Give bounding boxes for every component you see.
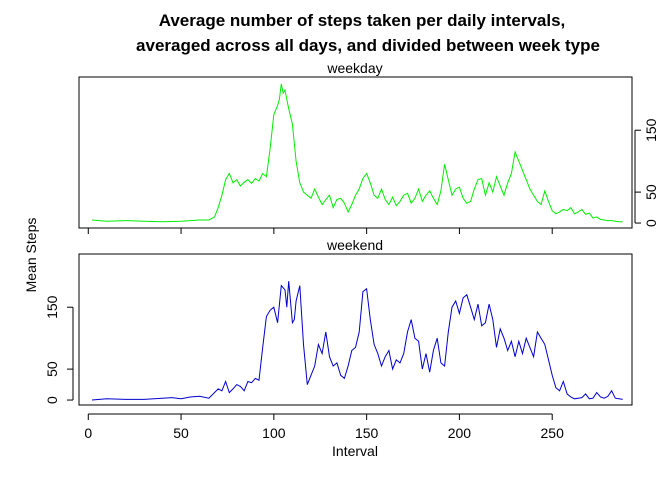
weekend-y-tick-label: 0 [44,396,60,404]
panel-weekday: weekday 0 50 150 [78,60,659,234]
y-axis-label: Mean Steps [23,218,39,293]
weekend-x-axis: 0 50 100 150 200 250 [84,413,565,441]
x-tick-label: 0 [84,425,92,441]
panel-weekend-label: weekend [326,237,383,253]
weekday-y-tick-label: 50 [643,184,659,200]
weekday-y-axis: 0 50 150 [634,118,659,227]
x-tick-label: 250 [541,425,565,441]
chart-title-line-1: Average number of steps taken per daily … [159,11,566,30]
weekend-y-tick-label: 50 [44,361,60,377]
x-tick-label: 150 [355,425,379,441]
x-tick-label: 200 [448,425,472,441]
x-axis-label: Interval [332,443,378,459]
series-line-weekday [91,83,623,223]
panel-weekend-frame [78,253,633,406]
panel-weekday-label: weekday [326,60,382,76]
panel-weekday-frame [78,76,633,229]
series-line-weekend [91,281,623,401]
weekday-y-tick-label: 150 [643,118,659,142]
weekend-y-tick-label: 150 [44,295,60,319]
weekday-x-ticks [87,228,553,234]
weekday-y-tick-label: 0 [643,219,659,227]
panel-weekend: weekend 0 50 100 150 200 250 0 50 150 [44,237,633,441]
x-tick-label: 50 [173,425,189,441]
weekend-y-axis: 0 50 150 [44,295,74,404]
chart-title-line-2: averaged across all days, and divided be… [136,36,600,55]
x-tick-label: 100 [262,425,286,441]
